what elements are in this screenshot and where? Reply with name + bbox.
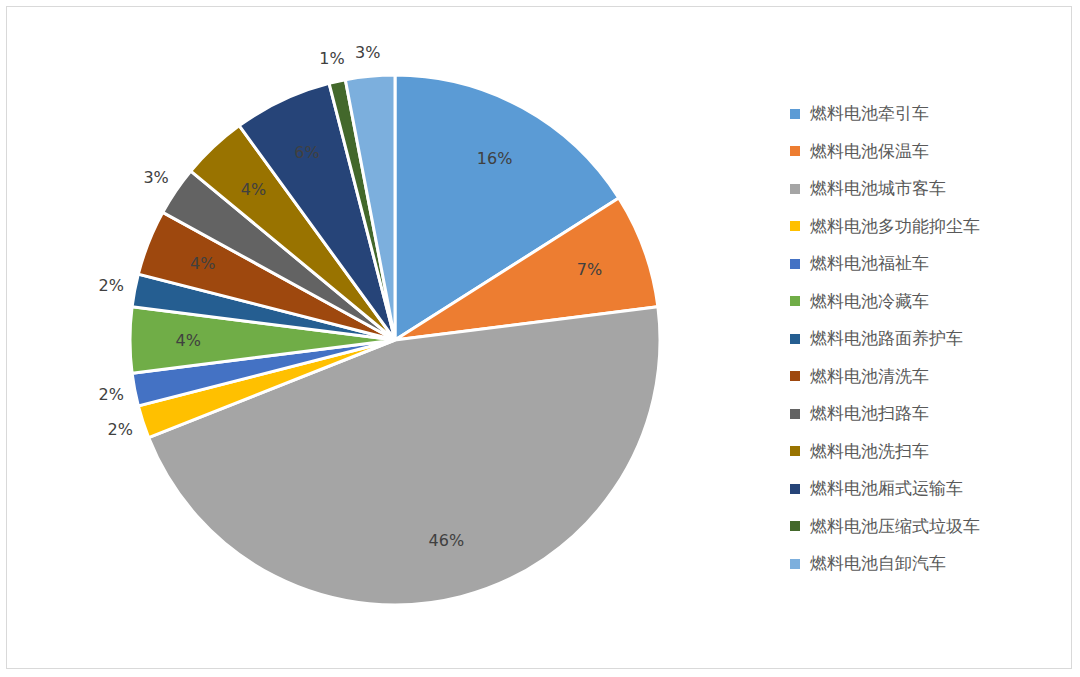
svg-text:4%: 4%: [176, 331, 201, 350]
svg-text:2%: 2%: [99, 276, 124, 295]
html-text:燃料电池压缩式垃圾车: 燃料电池压缩式垃圾车: [810, 515, 980, 536]
html-text:燃料电池清洗车: 燃料电池清洗车: [810, 365, 929, 386]
html-text:燃料电池厢式运输车: 燃料电池厢式运输车: [810, 478, 963, 498]
svg-text:3%: 3%: [143, 168, 168, 187]
html-text:燃料电池路面养护车: 燃料电池路面养护车: [810, 328, 963, 348]
html-text:燃料电池牵引车: 燃料电池牵引车: [810, 103, 929, 123]
html-text:燃料电池保温车: 燃料电池保温车: [810, 140, 929, 161]
html-text:燃料电池自卸汽车: 燃料电池自卸汽车: [810, 553, 946, 573]
svg-text:4%: 4%: [241, 180, 266, 199]
svg-text:4%: 4%: [190, 254, 215, 273]
svg-text:3%: 3%: [355, 43, 380, 62]
svg-text:16%: 16%: [477, 149, 513, 168]
html-text:燃料电池城市客车: 燃料电池城市客车: [810, 178, 946, 198]
html-text:燃料电池福祉车: 燃料电池福祉车: [810, 253, 929, 273]
svg-text:2%: 2%: [108, 420, 133, 439]
html-text:燃料电池多功能抑尘车: 燃料电池多功能抑尘车: [810, 215, 980, 236]
svg-text:1%: 1%: [319, 49, 344, 68]
html-text:燃料电池洗扫车: 燃料电池洗扫车: [810, 440, 929, 461]
svg-text:2%: 2%: [99, 385, 124, 404]
svg-text:46%: 46%: [429, 531, 465, 550]
svg-text:7%: 7%: [577, 260, 602, 279]
html-text:燃料电池冷藏车: 燃料电池冷藏车: [810, 290, 929, 311]
svg-text:6%: 6%: [294, 143, 319, 162]
html-text:燃料电池扫路车: 燃料电池扫路车: [810, 403, 929, 423]
